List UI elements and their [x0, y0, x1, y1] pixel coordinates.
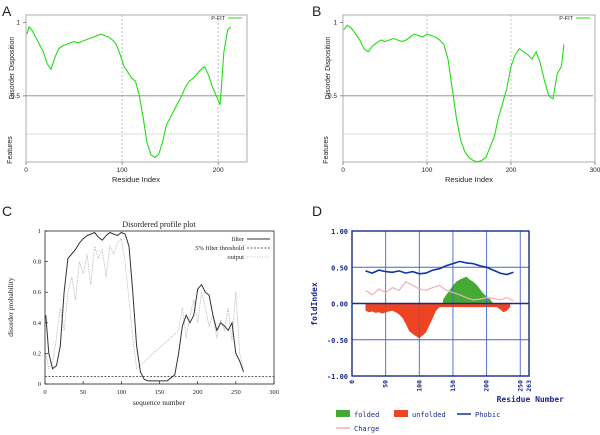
y-tick-label-1: 0.5	[11, 93, 20, 100]
series-line-charge	[365, 281, 514, 302]
features-label: Features	[7, 136, 14, 164]
y-tick-label-4: 0.8	[33, 259, 41, 266]
y-tick-label-0: 1.00	[331, 228, 348, 236]
plot-frame	[342, 14, 596, 163]
y-tick-label-1: 0.50	[331, 264, 348, 272]
x-tick-label-2: 200	[213, 167, 224, 174]
x-axis-label: Residue Index	[445, 175, 493, 184]
legend-swatch-unfolded	[394, 410, 408, 417]
x-tick-label-2: 200	[506, 167, 517, 174]
x-tick-label-1: 50	[80, 389, 87, 396]
y-axis-label: disorder probability	[6, 277, 15, 337]
features-label: Features	[323, 136, 330, 164]
x-tick-label-5: 250	[516, 380, 524, 392]
y-tick-label-2: 0.00	[331, 301, 348, 309]
y-tick-label-3: -0.50	[327, 337, 348, 345]
unfolded-area	[365, 303, 511, 339]
y-tick-label-0: 0	[38, 381, 41, 388]
x-tick-label-5: 250	[231, 389, 241, 396]
x-tick-label-0: 0	[348, 380, 356, 384]
panel-letter-b: B	[312, 3, 321, 19]
series-line-output	[45, 237, 244, 370]
y-tick-label-4: -1.00	[327, 373, 348, 381]
y-tick-label-5: 1	[38, 228, 41, 235]
legend-label-phobic: Phobic	[475, 411, 500, 419]
y-axis-label: foldIndex	[310, 282, 319, 326]
x-tick-label-4: 200	[193, 389, 203, 396]
y-tick-label-2: 0.4	[33, 320, 42, 327]
series-line-phobic	[365, 260, 514, 276]
x-tick-label-6: 300	[269, 389, 279, 396]
legend-label-filter: filter	[231, 236, 244, 243]
x-tick-label-1: 50	[382, 380, 390, 388]
x-tick-label-0: 0	[341, 167, 345, 174]
legend-label: P-FIT	[559, 16, 573, 22]
x-axis-label: Residue Index	[112, 175, 160, 184]
legend-label-unfolded: unfolded	[412, 411, 446, 419]
panel-letter-a: A	[2, 3, 12, 19]
x-tick-label-0: 0	[43, 389, 46, 396]
x-tick-label-3: 150	[449, 380, 457, 392]
legend-label-folded: folded	[354, 411, 379, 419]
x-tick-label-4: 200	[483, 380, 491, 392]
legend-label-output: output	[227, 254, 244, 261]
x-tick-label-2: 100	[415, 380, 423, 392]
y-tick-label-1: 0.2	[33, 350, 41, 357]
legend-label-threshold: 5% filter threshold	[195, 245, 244, 252]
x-tick-label-1: 100	[422, 167, 433, 174]
panel-b-chart: Disorder Disposition Features Residue In…	[323, 14, 600, 184]
x-axis-label: Residue Number	[497, 394, 565, 404]
panel-c-chart: Disordered profile plot disorder probabi…	[6, 220, 279, 407]
series-line-pfit	[343, 24, 565, 163]
y-axis-label: Disorder Disposition	[325, 37, 332, 100]
series-line-pfit	[26, 25, 232, 159]
x-tick-label-2: 100	[116, 389, 126, 396]
y-tick-label-1: 0.5	[328, 93, 337, 100]
legend-swatch-folded	[336, 410, 350, 417]
x-tick-label-1: 100	[117, 167, 128, 174]
y-tick-label-0: 1	[16, 19, 20, 26]
panel-d-chart: foldIndex Residue Number folded unfolded…	[310, 228, 564, 433]
folded-area	[442, 276, 494, 304]
panel-a-chart: Disorder Disposition Features Residue In…	[7, 14, 248, 184]
panel-letter-d: D	[312, 203, 322, 219]
y-tick-label-0: 1	[333, 19, 337, 26]
chart-title: Disordered profile plot	[122, 220, 196, 229]
plot-frame	[351, 230, 530, 377]
plot-frame	[25, 14, 248, 163]
y-tick-label-3: 0.6	[33, 289, 42, 296]
x-tick-label-6: 263	[525, 380, 533, 392]
x-axis-label: sequence number	[133, 398, 186, 407]
y-axis-label: Disorder Disposition	[9, 37, 16, 100]
x-tick-label-0: 0	[24, 167, 28, 174]
x-tick-label-3: 300	[590, 167, 600, 174]
legend-label-charge: Charge	[354, 425, 379, 433]
panel-letter-c: C	[2, 203, 12, 219]
series-line-filter	[45, 231, 244, 382]
x-tick-label-3: 150	[155, 389, 165, 396]
